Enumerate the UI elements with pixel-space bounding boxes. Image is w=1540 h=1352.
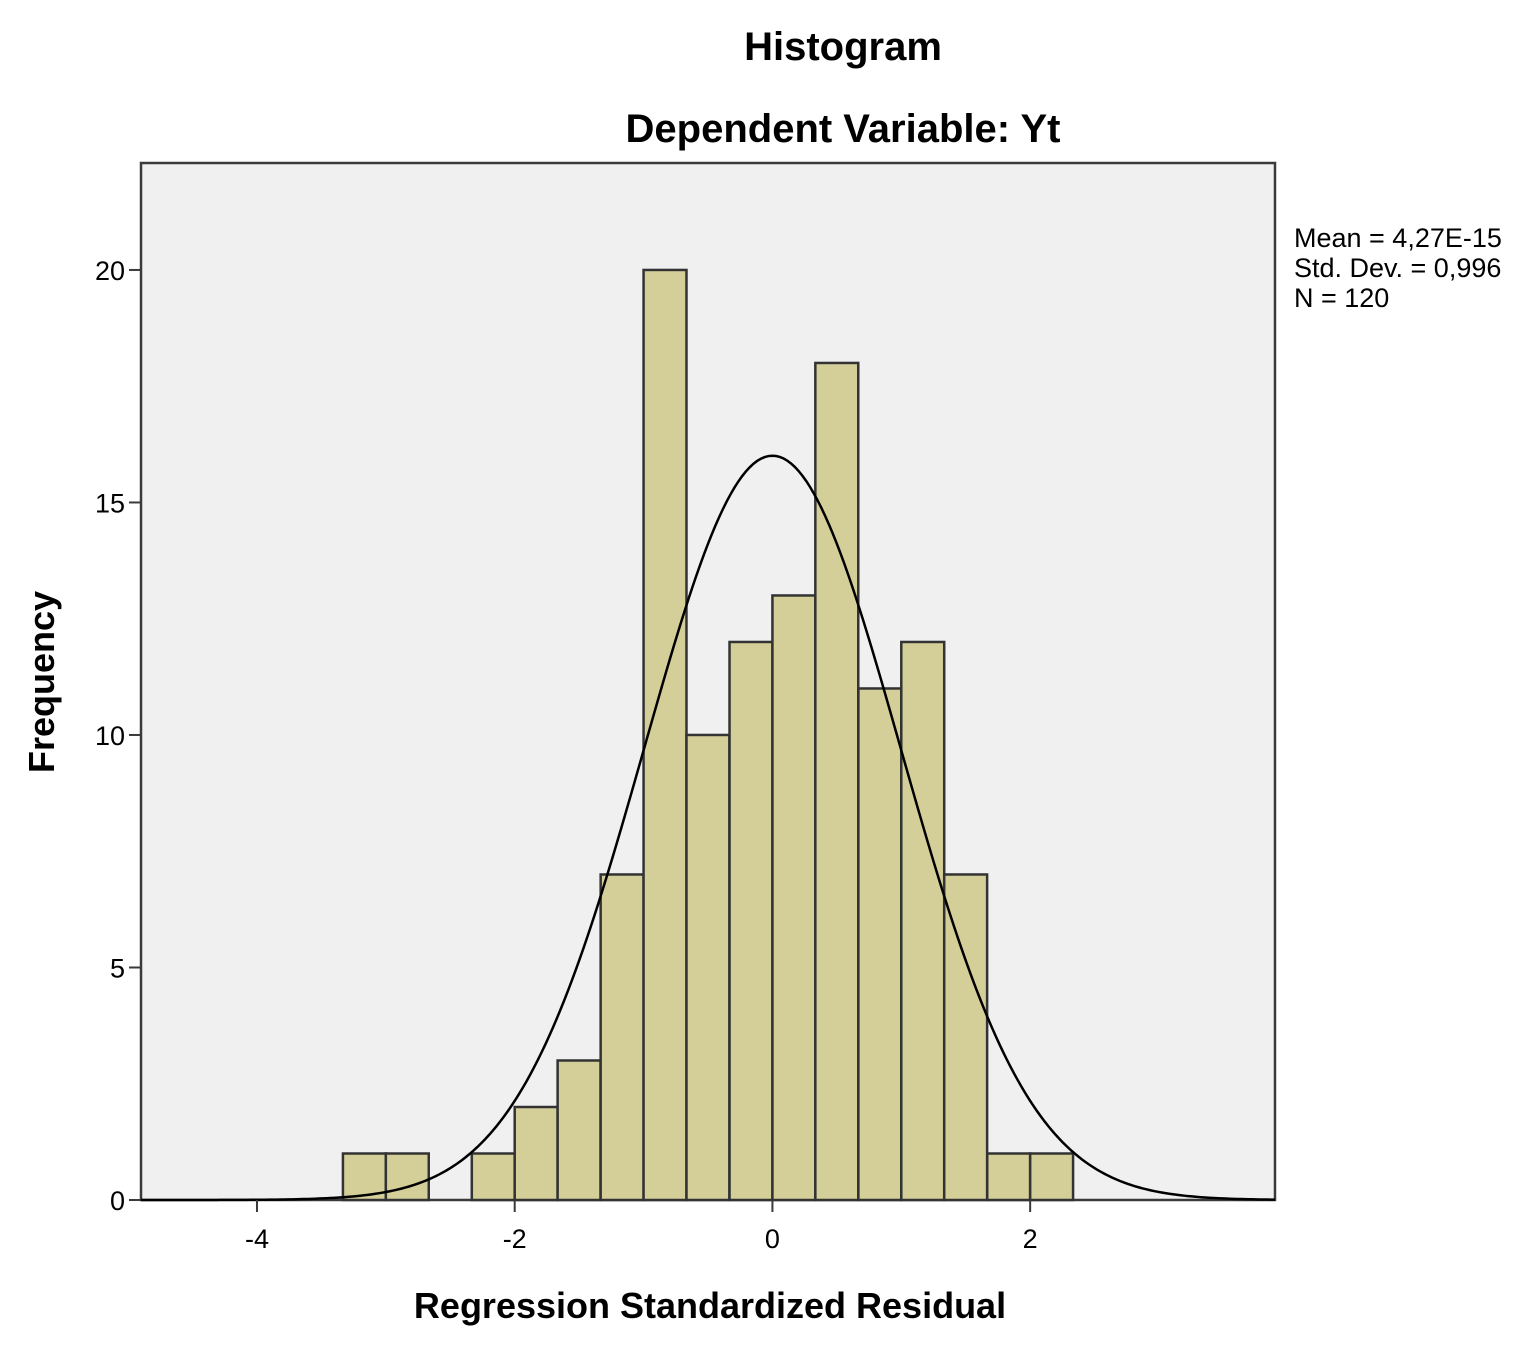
y-axis-title: Frequency — [21, 591, 62, 773]
bar-12 — [900, 640, 946, 1202]
y-tick-label-0: 0 — [110, 1186, 125, 1216]
x-axis-title: Regression Standardized Residual — [414, 1285, 1006, 1326]
bar-4 — [556, 1059, 602, 1202]
bar-8 — [728, 640, 774, 1202]
y-tick-label-4: 20 — [95, 256, 125, 286]
bar-3 — [513, 1105, 559, 1202]
bar-15 — [1028, 1152, 1075, 1202]
stat-n: N = 120 — [1294, 283, 1389, 313]
bar-14 — [985, 1152, 1032, 1202]
bar-11 — [857, 687, 903, 1202]
bar-6 — [642, 268, 688, 1202]
bar-2 — [470, 1152, 516, 1202]
normal-curve — [141, 454, 1276, 1202]
bar-13 — [942, 873, 989, 1202]
bars-group — [341, 268, 1075, 1202]
bar-10 — [814, 361, 860, 1202]
x-tick-label-0: -4 — [245, 1224, 269, 1254]
bar-9 — [771, 594, 817, 1202]
bar-0 — [341, 1152, 388, 1202]
bar-1 — [384, 1152, 431, 1202]
chart-subtitle: Dependent Variable: Yt — [626, 107, 1061, 151]
x-tick-label-3: 2 — [1023, 1224, 1038, 1254]
bar-7 — [685, 733, 731, 1202]
y-tick-label-3: 15 — [95, 488, 125, 518]
x-axis: -4 -2 0 2 — [245, 1200, 1038, 1254]
stat-std-dev: Std. Dev. = 0,996 — [1294, 253, 1501, 283]
chart-title: Histogram — [744, 25, 942, 69]
stat-mean: Mean = 4,27E-15 — [1294, 223, 1502, 253]
y-tick-label-1: 5 — [110, 953, 125, 983]
bar-5 — [599, 873, 645, 1202]
x-tick-label-2: 0 — [765, 1224, 780, 1254]
y-tick-label-2: 10 — [95, 721, 125, 751]
y-axis: 0 5 10 15 20 — [95, 256, 141, 1216]
x-tick-label-1: -2 — [503, 1224, 527, 1254]
